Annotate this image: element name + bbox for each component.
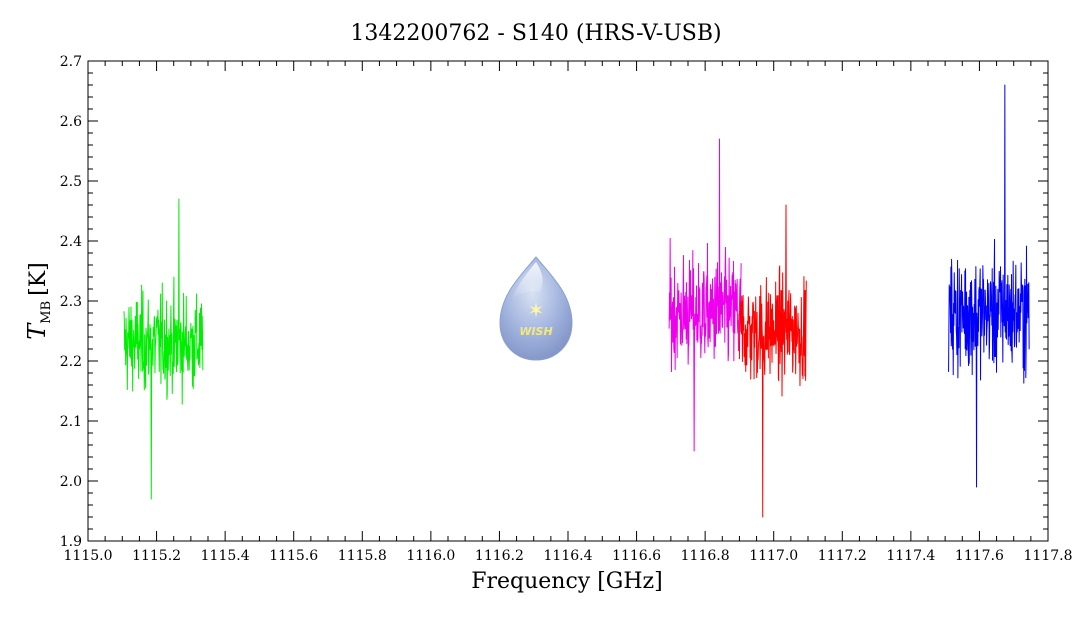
drop-shape: [499, 256, 573, 361]
spectrum-series-3: [738, 204, 807, 518]
data-series-group: [123, 84, 1030, 518]
svg-text:TMB[K]: TMB [K]: [23, 262, 54, 340]
y-tick-label: 2.0: [60, 474, 82, 490]
y-axis-label: TMB [K]: [23, 262, 54, 340]
y-tick-label: 2.3: [60, 294, 82, 310]
x-tick-label: 1116.2: [475, 548, 524, 564]
logo-text: WISH: [519, 325, 552, 338]
x-tick-label: 1117.6: [955, 548, 1004, 564]
spectrum-series-2: [668, 138, 742, 452]
x-tick-label: 1117.2: [818, 548, 867, 564]
star-icon: ✶: [528, 298, 545, 322]
y-tick-label: 2.2: [60, 354, 82, 370]
spectrum-series-1: [123, 198, 204, 500]
x-tick-label: 1115.4: [201, 548, 250, 564]
x-axis-label: Frequency [GHz]: [471, 569, 663, 594]
y-axis-label-unit: [K]: [26, 262, 51, 296]
x-tick-label: 1116.0: [406, 548, 455, 564]
x-tick-label: 1117.4: [886, 548, 935, 564]
x-tick-label: 1115.2: [132, 548, 181, 564]
axis-tick-labels: 1115.0 1115.2 1115.4 1115.6 1115.8 1116.0 1116…: [60, 54, 1072, 564]
axis-ticks: [87, 60, 1049, 542]
y-tick-label: 2.5: [60, 174, 82, 190]
wish-logo: ✶ WISH: [499, 256, 573, 361]
x-tick-label: 1116.8: [681, 548, 730, 564]
y-axis-label-main: T: [23, 322, 51, 340]
x-tick-label: 1117.0: [749, 548, 798, 564]
spectrum-series-4: [948, 84, 1030, 488]
x-tick-label: 1115.0: [64, 548, 113, 564]
y-tick-label: 1.9: [60, 534, 82, 550]
x-tick-label: 1116.6: [612, 548, 661, 564]
drop-highlight: [512, 262, 543, 300]
y-tick-label: 2.4: [60, 234, 82, 250]
x-tick-label: 1117.8: [1024, 548, 1072, 564]
y-tick-label: 2.7: [60, 54, 82, 70]
y-tick-label: 2.6: [60, 114, 82, 130]
x-tick-label: 1115.6: [269, 548, 318, 564]
x-tick-label: 1116.4: [544, 548, 593, 564]
chart-title: 1342200762 - S140 (HRS-V-USB): [350, 21, 721, 46]
y-tick-label: 2.1: [60, 414, 82, 430]
y-axis-label-sub: MB: [39, 301, 54, 324]
x-tick-label: 1115.8: [338, 548, 387, 564]
